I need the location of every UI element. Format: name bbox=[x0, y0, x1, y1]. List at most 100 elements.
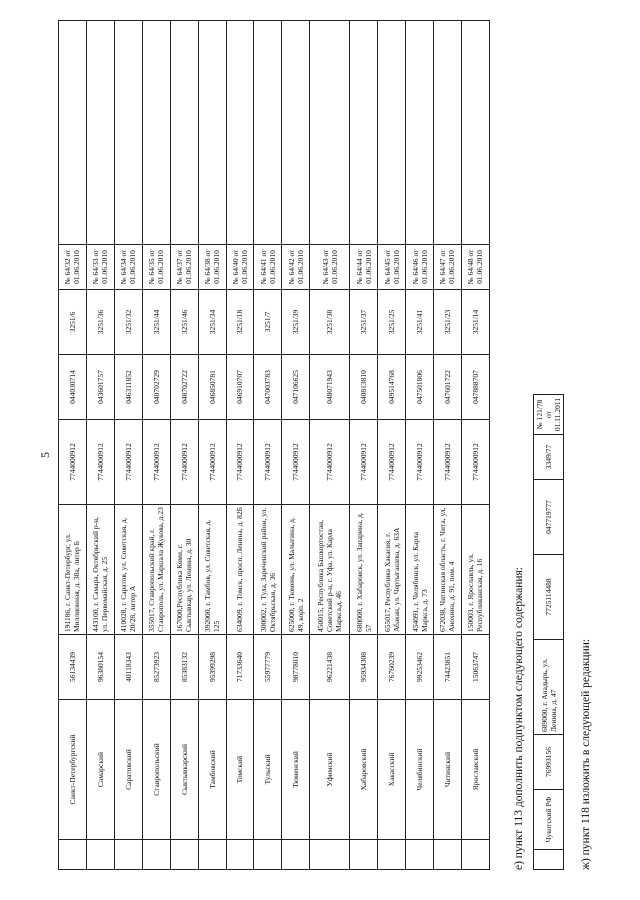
branch-name: Уфимский bbox=[309, 699, 350, 840]
address: 300002, г. Тула, Зареченский район, ул. … bbox=[253, 504, 282, 635]
inn: 7725114488 bbox=[533, 554, 564, 640]
inn: 7744000912 bbox=[114, 419, 143, 505]
reg-number: 3251/32 bbox=[114, 289, 143, 355]
bik: 040813810 bbox=[349, 354, 378, 420]
blank-cell bbox=[226, 839, 254, 870]
blank-cell bbox=[142, 839, 171, 870]
bik: 047003783 bbox=[253, 354, 282, 420]
blank-cell bbox=[533, 849, 564, 870]
decision: № 64/47 от 01.06.2010 bbox=[433, 244, 462, 290]
okpo-code: 71733640 bbox=[226, 634, 254, 700]
address: 680000, г. Хабаровск, ул. Запарина, д. 5… bbox=[349, 504, 378, 635]
inn: 7744000912 bbox=[170, 419, 199, 505]
table-row: Читинский 74423851 672038, Читинская облас… bbox=[433, 20, 462, 870]
inn: 7744000912 bbox=[86, 419, 115, 505]
branch-name: Челябинский bbox=[405, 699, 434, 840]
table-row: Санкт-Петербургский 56134439 191186, г. Са… bbox=[58, 20, 87, 870]
inn: 7744000912 bbox=[433, 419, 462, 505]
okpo-code: 95934308 bbox=[349, 634, 378, 700]
blank-cell bbox=[86, 839, 115, 870]
blank-cell bbox=[281, 839, 310, 870]
branch-name: Читинский bbox=[433, 699, 462, 840]
decision: № 64/48 от 01.06.2010 bbox=[461, 244, 490, 290]
blank-cell bbox=[142, 20, 171, 245]
blank-cell bbox=[281, 20, 310, 245]
table-row: Тамбовский 95399298 392000, г. Тамбов, ул.… bbox=[198, 20, 227, 870]
table-row: Уфимский 96221438 450015, Республика Башко… bbox=[309, 20, 350, 870]
bik: 048071943 bbox=[309, 354, 350, 420]
branch-name: Хакасский bbox=[377, 699, 406, 840]
okpo-code: 96380154 bbox=[86, 634, 115, 700]
address: 167000,Республика Коми, г. Сыктывкар, ул… bbox=[170, 504, 199, 635]
decision: № 64/37 от 01.06.2010 bbox=[170, 244, 199, 290]
reg-number: 3251/37 bbox=[349, 289, 378, 355]
reg-number: 3251/25 bbox=[377, 289, 406, 355]
blank-cell bbox=[309, 839, 350, 870]
address: 355017, Ставропольский край, г. Ставропо… bbox=[142, 504, 171, 635]
blank-cell bbox=[253, 839, 282, 870]
okpo-code: 85273923 bbox=[142, 634, 171, 700]
blank-cell bbox=[433, 839, 462, 870]
okpo-code: 76993156 bbox=[533, 734, 564, 790]
branch-name: Саратовский bbox=[114, 699, 143, 840]
bik: 046910707 bbox=[226, 354, 254, 420]
okpo-code: 95399298 bbox=[198, 634, 227, 700]
reg-number: 3251/39 bbox=[281, 289, 310, 355]
blank-cell bbox=[86, 20, 115, 245]
decision: № 64/34 от 01.06.2010 bbox=[114, 244, 143, 290]
bik: 047601722 bbox=[433, 354, 462, 420]
decision: № 121/78 от 01.11.2011 bbox=[533, 394, 564, 435]
inn: 7744000912 bbox=[461, 419, 490, 505]
decision: № 64/42 от 01.06.2010 bbox=[281, 244, 310, 290]
blank-cell bbox=[226, 20, 254, 245]
inn: 7744000912 bbox=[281, 419, 310, 505]
blank-cell bbox=[377, 839, 406, 870]
bik: 044030714 bbox=[58, 354, 87, 420]
okpo-code: 55977779 bbox=[253, 634, 282, 700]
bik: 040702729 bbox=[142, 354, 171, 420]
blank-cell bbox=[405, 839, 434, 870]
reg-number: 3251/34 bbox=[198, 289, 227, 355]
address: 443100, г. Самара, Октябрьский р-н, ул. … bbox=[86, 504, 115, 635]
blank-cell bbox=[198, 839, 227, 870]
bik: 049514768 bbox=[377, 354, 406, 420]
reg-number: 3251/46 bbox=[170, 289, 199, 355]
address: 454091, г. Челябинск, ул. Карла Маркса, … bbox=[405, 504, 434, 635]
branches-table: Санкт-Петербургский 56134439 191186, г. Са… bbox=[58, 20, 490, 870]
inn: 7744000912 bbox=[253, 419, 282, 505]
address: 392000, г. Тамбов, ул. Советская, д. 125 bbox=[198, 504, 227, 635]
table-row: Тюменский 98778010 625000, г. Тюмень, ул. … bbox=[281, 20, 310, 870]
address: 689000, г. Анадырь, ул. Ленина, д. 47 bbox=[533, 639, 564, 735]
blank-cell bbox=[461, 839, 490, 870]
table-row: Чукотский РФ 76993156 689000, г. Анадырь… bbox=[533, 394, 564, 870]
blank-cell bbox=[58, 839, 87, 870]
branch-name: Санкт-Петербургский bbox=[58, 699, 87, 840]
table-row: Ярославский 15063747 150003, г. Ярославль,… bbox=[461, 20, 490, 870]
decision: № 64/41 от 01.06.2010 bbox=[253, 244, 282, 290]
blank-cell bbox=[170, 839, 199, 870]
table-row: Хакасский 76760239 655017, Республика Хака… bbox=[377, 20, 406, 870]
okpo-code: 85383132 bbox=[170, 634, 199, 700]
address: 191186, г. Санкт-Петербург, ул. Миллионн… bbox=[58, 504, 87, 635]
reg-number: 3251/36 bbox=[86, 289, 115, 355]
branch-name: Тамбовский bbox=[198, 699, 227, 840]
bik: 047888707 bbox=[461, 354, 490, 420]
inn: 7744000912 bbox=[309, 419, 350, 505]
branch-name: Тюменский bbox=[281, 699, 310, 840]
decision: № 64/33 от 01.06.2010 bbox=[86, 244, 115, 290]
added-branch-table: Чукотский РФ 76993156 689000, г. Анадырь… bbox=[533, 394, 564, 870]
decision: № 64/46 от 01.06.2010 bbox=[405, 244, 434, 290]
address: 150003, г. Ярославль, ул. Республиканска… bbox=[461, 504, 490, 635]
okpo-code: 56134439 bbox=[58, 634, 87, 700]
blank-cell bbox=[114, 839, 143, 870]
reg-number: 3251/7 bbox=[253, 289, 282, 355]
branch-name: Сыктывкарский bbox=[170, 699, 199, 840]
blank-cell bbox=[253, 20, 282, 245]
okpo-code: 76760239 bbox=[377, 634, 406, 700]
table-row: Самарский 96380154 443100, г. Самара, Октя… bbox=[86, 20, 115, 870]
okpo-code: 99253462 bbox=[405, 634, 434, 700]
reg-number: 3349/77 bbox=[533, 434, 564, 480]
decision: № 64/45 от 01.06.2010 bbox=[377, 244, 406, 290]
branch-name: Хабаровский bbox=[349, 699, 378, 840]
bik: 046311852 bbox=[114, 354, 143, 420]
